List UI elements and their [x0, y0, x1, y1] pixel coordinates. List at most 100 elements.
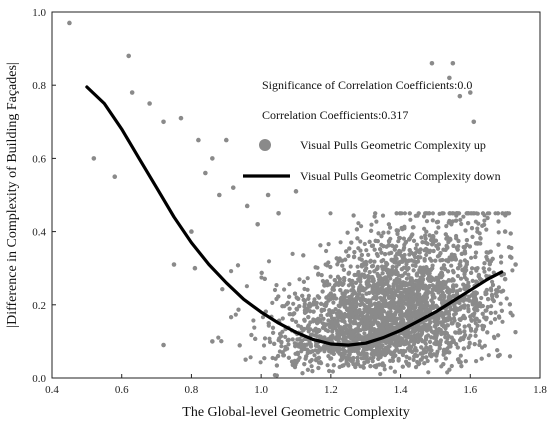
scatter-point — [327, 282, 332, 287]
scatter-point — [402, 281, 408, 286]
scatter-point — [414, 310, 419, 315]
scatter-point — [425, 358, 430, 364]
scatter-point — [262, 336, 268, 341]
scatter-point — [346, 307, 351, 312]
scatter-point — [434, 333, 439, 338]
scatter-point — [389, 257, 394, 262]
scatter-point — [302, 317, 307, 322]
scatter-point — [383, 252, 388, 257]
scatter-point — [424, 300, 429, 305]
scatter-point — [486, 297, 491, 302]
scatter-point — [219, 339, 224, 344]
scatter-point — [499, 254, 504, 259]
scatter-point — [501, 272, 506, 277]
scatter-point — [447, 75, 452, 81]
scatter-point — [364, 291, 369, 296]
scatter-point — [387, 268, 392, 273]
scatter-point — [290, 317, 295, 322]
scatter-point — [382, 276, 387, 281]
scatter-point — [364, 354, 369, 359]
y-tick-label: 0.2 — [32, 300, 46, 312]
scatter-point — [366, 252, 371, 257]
scatter-point — [413, 259, 418, 264]
scatter-point — [251, 318, 256, 323]
scatter-point — [328, 356, 333, 361]
scatter-point — [442, 324, 447, 329]
scatter-point — [462, 324, 467, 329]
scatter-point — [393, 306, 398, 311]
legend-label-scatter: Visual Pulls Geometric Complexity up — [300, 138, 486, 152]
scatter-point — [370, 286, 375, 291]
scatter-point — [500, 211, 505, 216]
scatter-point — [414, 242, 419, 247]
scatter-point — [429, 258, 434, 263]
scatter-point — [375, 346, 380, 351]
scatter-point — [411, 305, 416, 310]
scatter-point — [379, 259, 384, 264]
scatter-point — [372, 214, 377, 219]
scatter-point — [353, 337, 358, 342]
scatter-point — [414, 273, 419, 278]
scatter-point — [393, 260, 398, 265]
scatter-point — [302, 362, 307, 367]
scatter-point — [315, 305, 320, 310]
scatter-point — [317, 334, 322, 339]
scatter-point — [420, 267, 426, 273]
x-tick-label: 1.2 — [324, 384, 338, 396]
x-axis-label: The Global-level Geometric Complexity — [182, 405, 409, 420]
scatter-point — [424, 252, 429, 257]
scatter-point — [161, 342, 166, 348]
scatter-point — [361, 288, 366, 293]
scatter-point — [325, 363, 330, 368]
scatter-point — [380, 271, 385, 276]
scatter-point — [334, 336, 339, 342]
scatter-point — [424, 345, 429, 350]
scatter-point — [255, 221, 260, 227]
scatter-point — [338, 240, 343, 245]
scatter-point — [358, 239, 363, 244]
scatter-point — [369, 222, 374, 227]
scatter-point — [427, 211, 432, 216]
scatter-point — [319, 307, 324, 312]
scatter-point — [381, 244, 386, 249]
scatter-point — [502, 276, 508, 282]
scatter-point — [356, 221, 361, 226]
scatter-point — [363, 268, 368, 273]
scatter-point — [297, 277, 302, 282]
scatter-point — [434, 327, 439, 333]
scatter-point — [280, 329, 285, 334]
scatter-point — [416, 211, 421, 216]
scatter-point — [473, 305, 478, 310]
scatter-point — [507, 354, 513, 359]
scatter-point — [386, 230, 391, 235]
scatter-point — [403, 271, 408, 276]
scatter-point — [485, 257, 490, 262]
scatter-point — [443, 356, 448, 361]
scatter-point — [466, 309, 471, 314]
scatter-point — [513, 330, 518, 335]
scatter-point — [343, 330, 348, 335]
scatter-point — [286, 342, 291, 347]
scatter-point — [397, 235, 402, 241]
scatter-point — [451, 294, 457, 299]
scatter-point — [328, 296, 333, 302]
scatter-point — [161, 119, 166, 125]
scatter-point — [424, 287, 429, 292]
scatter-point — [287, 282, 292, 287]
scatter-point — [300, 293, 305, 298]
scatter-point — [487, 262, 492, 267]
scatter-point — [447, 211, 453, 216]
scatter-point — [178, 115, 184, 121]
scatter-point — [424, 292, 429, 297]
scatter-point — [458, 259, 463, 264]
scatter-point — [487, 267, 492, 272]
scatter-point — [346, 271, 351, 276]
scatter-point — [244, 203, 250, 209]
scatter-point — [336, 345, 341, 350]
scatter-point — [313, 265, 318, 270]
scatter-point — [403, 240, 408, 245]
scatter-point — [300, 371, 305, 376]
scatter-point — [430, 211, 435, 216]
scatter-point — [373, 238, 378, 243]
scatter-point — [482, 218, 487, 223]
